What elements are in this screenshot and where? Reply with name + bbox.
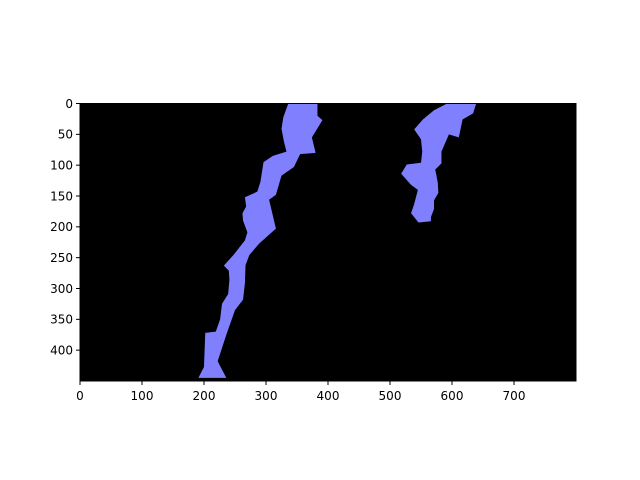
- x-tick-label: 600: [441, 389, 464, 403]
- y-tick-label: 400: [50, 343, 73, 357]
- x-tick-label: 200: [193, 389, 216, 403]
- x-tick-label: 100: [131, 389, 154, 403]
- y-tick-label: 300: [50, 282, 73, 296]
- y-tick-label: 50: [58, 128, 73, 142]
- y-axis: 0 50 100 150 200 250 300 350 400: [50, 97, 80, 357]
- y-tick-label: 350: [50, 313, 73, 327]
- y-tick-label: 100: [50, 158, 73, 172]
- y-tick-label: 250: [50, 251, 73, 265]
- x-axis: 0 100 200 300 400 500 600 700: [76, 381, 525, 403]
- y-tick-label: 150: [50, 189, 73, 203]
- region-0: [198, 103, 323, 378]
- y-tick-label: 200: [50, 220, 73, 234]
- region-1: [401, 103, 477, 223]
- y-tick-label: 0: [65, 97, 73, 111]
- x-tick-label: 0: [76, 389, 84, 403]
- x-tick-label: 400: [317, 389, 340, 403]
- regions-layer: [198, 103, 477, 378]
- plot-area: [80, 103, 576, 381]
- x-tick-label: 700: [503, 389, 526, 403]
- x-tick-label: 500: [379, 389, 402, 403]
- x-tick-label: 300: [255, 389, 278, 403]
